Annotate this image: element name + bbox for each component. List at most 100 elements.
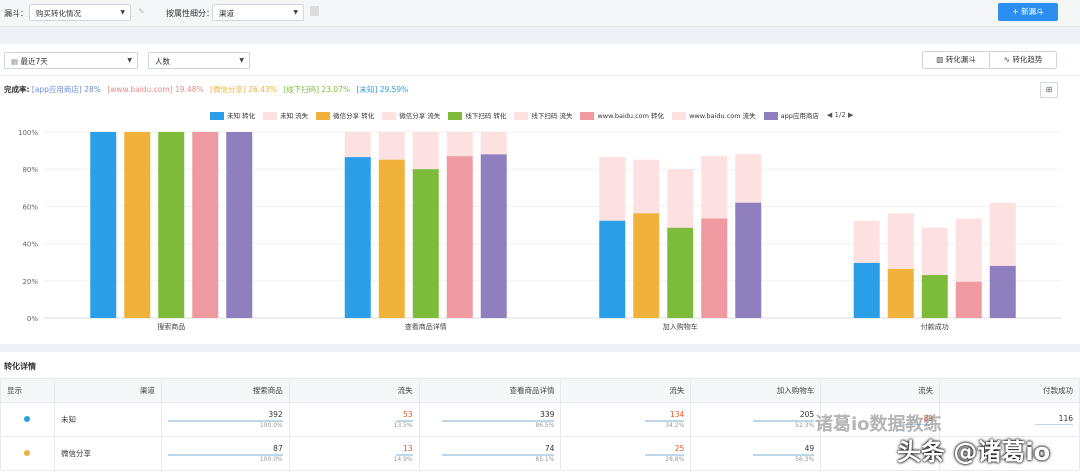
value-cell: 87 100.0%	[160, 436, 290, 471]
legend-swatch	[316, 112, 331, 120]
legend-item[interactable]: www.baidu.com 流失	[672, 110, 756, 120]
edit-icon[interactable]: ✎	[138, 7, 145, 16]
watermark-text: 诸葛io数据教练	[815, 414, 942, 435]
legend-label: 线下扫码 流失	[531, 112, 573, 120]
bar-converted	[955, 281, 982, 318]
y-tick-label: 20%	[22, 278, 38, 286]
legend-item[interactable]: 线下扫码 转化	[448, 110, 506, 120]
rate-app: [app应用商店] 28%	[31, 85, 101, 94]
funnel-panel: ▦ 最近7天 ▼ 人数 ▼ ▥ 转化漏斗 ∿ 转化趋势 完成率: [app应用商…	[0, 44, 1080, 344]
bar-lost	[480, 132, 507, 155]
legend-swatch	[514, 112, 529, 120]
cell-percent: 13.5%	[393, 421, 413, 429]
col-paid[interactable]: 付款成功	[939, 378, 1080, 403]
date-range-select[interactable]: ▦ 最近7天 ▼	[4, 52, 138, 69]
y-tick-label: 60%	[22, 203, 38, 211]
calendar-icon: ▦	[11, 57, 21, 66]
legend-item[interactable]: 未知 转化	[210, 110, 255, 120]
metric-select[interactable]: 人数 ▼	[148, 52, 250, 69]
cell-rate-bar	[396, 454, 413, 456]
legend-label: 线下扫码 转化	[465, 112, 507, 120]
show-cell[interactable]	[0, 436, 55, 471]
legend-label: 微信分享 转化	[333, 112, 375, 120]
metric-value: 人数	[155, 57, 170, 66]
cell-count: 134	[670, 410, 685, 420]
cell-count: 205	[799, 410, 815, 420]
col-view-detail[interactable]: 查看商品详情	[418, 378, 562, 403]
col-show: 显示	[0, 378, 55, 403]
table-row[interactable]: 微信分享 87 100.0% 13 14.9% 74 85.1% 25 28.8% 49 56.3%	[0, 436, 1080, 471]
bar-converted	[701, 218, 728, 318]
bar-lost	[701, 156, 728, 219]
cell-rate-bar	[644, 454, 685, 456]
cell-rate-bar	[1034, 423, 1073, 426]
bar-converted	[90, 132, 117, 318]
cell-rate-bar	[442, 420, 555, 422]
col-channel[interactable]: 渠道	[53, 378, 162, 403]
cell-count: 53	[403, 410, 413, 420]
legend-pager[interactable]: ◀ 1/2 ▶	[826, 111, 854, 119]
bar-converted	[226, 132, 253, 318]
funnel-select[interactable]: 购买转化情况 ▼	[29, 4, 131, 21]
y-tick-label: 40%	[22, 241, 38, 249]
attribute-select-value: 渠道	[219, 9, 234, 18]
x-tick-label: 搜索商品	[157, 322, 185, 331]
legend-item[interactable]: www.baidu.com 转化	[580, 110, 664, 120]
legend-swatch	[580, 112, 595, 120]
bar-lost	[446, 132, 473, 157]
col-add-cart[interactable]: 加入购物车	[690, 378, 822, 403]
legend-swatch	[382, 112, 397, 120]
bar-converted	[192, 132, 219, 318]
bar-lost	[599, 157, 626, 221]
watermark-source: 头条 @诸葛io	[897, 438, 1051, 466]
cell-percent: 100.0%	[259, 455, 283, 463]
bar-lost	[887, 213, 914, 269]
bar-converted	[989, 265, 1016, 318]
cell-rate-bar	[901, 423, 934, 426]
chevron-down-icon: ▼	[293, 9, 298, 16]
value-cell	[820, 436, 941, 471]
legend-label: 未知 流失	[280, 112, 309, 120]
conversion-details: 转化详情 显示 渠道 搜索商品 流失 查看商品详情 流失 加入购物车 流失 付款…	[0, 352, 1080, 475]
legend-item[interactable]: 线下扫码 流失	[514, 110, 572, 120]
col-loss-3[interactable]: 流失	[820, 378, 941, 403]
legend-item[interactable]: 微信分享 流失	[382, 110, 440, 120]
series-dot-icon[interactable]	[24, 450, 31, 456]
x-tick-label: 查看商品详情	[405, 322, 447, 331]
attribute-select[interactable]: 渠道 ▼	[212, 4, 304, 21]
col-search[interactable]: 搜索商品	[160, 378, 290, 403]
bar-converted	[412, 169, 439, 318]
legend-item[interactable]: 未知 流失	[263, 110, 308, 120]
tab-trend[interactable]: ∿ 转化趋势	[989, 51, 1057, 69]
bar-lost	[412, 132, 439, 170]
cell-count: 339	[540, 410, 555, 420]
legend-swatch	[763, 112, 778, 120]
rate-wechat: [微信分享] 26.43%	[210, 85, 277, 94]
legend-swatch	[448, 112, 463, 120]
value-cell: 339 86.5%	[418, 402, 562, 437]
y-tick-label: 80%	[22, 166, 38, 174]
bar-converted	[921, 275, 948, 318]
cell-rate-bar	[396, 420, 413, 422]
tab-funnel[interactable]: ▥ 转化漏斗	[922, 51, 990, 69]
new-funnel-button[interactable]: + 新漏斗	[998, 3, 1058, 21]
trend-line-icon: ∿	[1003, 55, 1013, 64]
value-cell: 49 56.3%	[690, 436, 822, 471]
cell-rate-bar	[167, 420, 283, 422]
show-cell[interactable]	[0, 402, 55, 437]
series-dot-icon[interactable]	[24, 416, 31, 422]
table-row[interactable]: 未知 392 100.0% 53 13.5% 339 86.5% 134 34.2% 205 52.…	[0, 402, 1080, 437]
legend-item[interactable]: app应用商店	[763, 110, 819, 120]
x-tick-label: 付款成功	[921, 322, 949, 331]
col-loss-1[interactable]: 流失	[288, 378, 420, 403]
col-loss-2[interactable]: 流失	[560, 378, 692, 403]
cell-count: 25	[674, 444, 685, 454]
value-cell: 53 13.5%	[288, 402, 420, 437]
bar-converted	[633, 213, 660, 318]
bar-lost	[989, 202, 1016, 266]
expand-icon[interactable]: ⊞	[1040, 82, 1058, 98]
cell-rate-bar	[167, 454, 283, 456]
top-bar: 漏斗： 购买转化情况 ▼ ✎ 按属性细分： 渠道 ▼ + 新漏斗	[0, 0, 1080, 27]
legend-item[interactable]: 微信分享 转化	[316, 110, 374, 120]
delete-icon[interactable]	[310, 6, 319, 16]
